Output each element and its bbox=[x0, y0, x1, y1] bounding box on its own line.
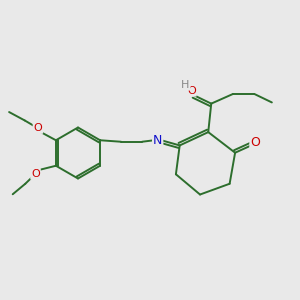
Text: O: O bbox=[187, 86, 196, 96]
Text: O: O bbox=[31, 169, 40, 179]
Text: H: H bbox=[181, 80, 190, 90]
Text: N: N bbox=[153, 134, 162, 147]
Text: O: O bbox=[34, 123, 42, 133]
Text: O: O bbox=[250, 136, 260, 149]
